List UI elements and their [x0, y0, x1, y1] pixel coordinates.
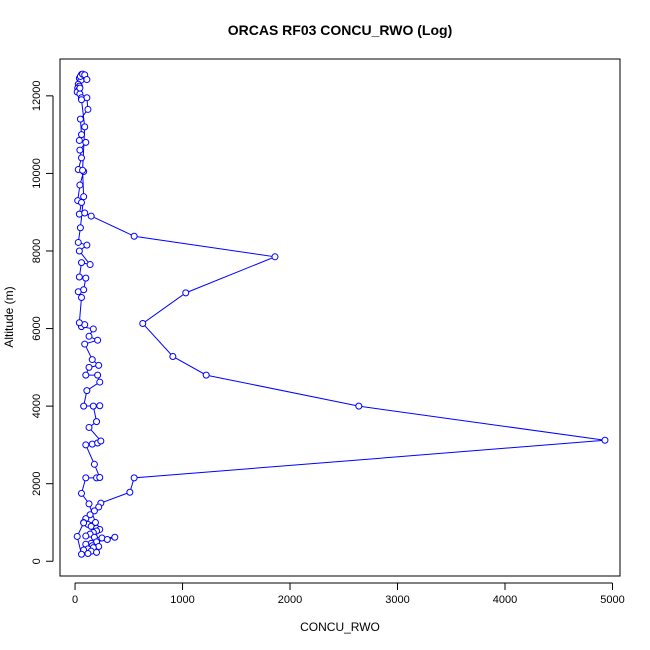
- data-point: [601, 436, 609, 444]
- data-point: [169, 352, 177, 360]
- data-point: [93, 418, 101, 426]
- data-point: [96, 402, 104, 410]
- y-tick-label: 4000: [31, 394, 43, 418]
- data-point: [182, 289, 190, 297]
- data-point: [77, 294, 85, 302]
- data-point: [82, 474, 90, 482]
- data-point: [96, 473, 104, 481]
- data-point: [85, 423, 93, 431]
- data-point: [86, 261, 94, 269]
- data-point: [89, 325, 97, 333]
- data-point: [73, 532, 81, 540]
- data-point: [103, 536, 111, 544]
- data-point: [77, 96, 85, 104]
- data-point: [80, 286, 88, 294]
- y-tick-label: 10000: [31, 158, 43, 189]
- data-point: [80, 193, 88, 201]
- data-point: [91, 518, 99, 526]
- data-point: [81, 340, 89, 348]
- x-tick-label: 2000: [278, 594, 302, 606]
- x-tick-label: 0: [72, 594, 78, 606]
- data-point: [89, 402, 97, 410]
- data-point: [86, 511, 94, 519]
- data-point: [88, 356, 96, 364]
- data-point: [90, 460, 98, 468]
- data-point: [83, 387, 91, 395]
- plot-frame: [59, 58, 621, 577]
- data-point: [75, 273, 83, 281]
- data-point: [87, 212, 95, 220]
- data-point: [81, 123, 89, 131]
- y-axis: 0 2000 4000 6000 8000 10000 12000: [31, 81, 54, 564]
- data-point: [97, 437, 105, 445]
- data-point: [84, 105, 92, 113]
- data-point: [95, 503, 103, 511]
- data-point: [75, 319, 83, 327]
- y-tick-label: 6000: [31, 316, 43, 340]
- data-point: [77, 550, 85, 558]
- data-point: [85, 332, 93, 340]
- x-tick-label: 5000: [600, 594, 624, 606]
- data-point: [130, 232, 138, 240]
- chart-title: ORCAS RF03 CONCU_RWO (Log): [228, 22, 453, 38]
- y-tick-label: 2000: [31, 471, 43, 495]
- data-point: [83, 76, 91, 84]
- y-tick-label: 12000: [31, 81, 43, 112]
- x-tick-label: 4000: [493, 594, 517, 606]
- data-point: [126, 488, 134, 496]
- x-tick-label: 1000: [170, 594, 194, 606]
- data-point: [93, 548, 101, 556]
- data-point: [139, 320, 147, 328]
- data-point: [82, 371, 90, 379]
- data-point: [82, 138, 90, 146]
- data-point: [82, 532, 90, 540]
- data-point: [81, 209, 89, 217]
- data-point: [94, 336, 102, 344]
- data-point: [111, 533, 119, 541]
- y-tick-label: 8000: [31, 239, 43, 263]
- data-point: [75, 247, 83, 255]
- data-point: [84, 550, 92, 558]
- data-point: [76, 115, 84, 123]
- data-point: [95, 361, 103, 369]
- y-axis-label: Altitude (m): [2, 286, 16, 347]
- data-point: [355, 402, 363, 410]
- x-axis: 0 1000 2000 3000 4000 5000: [72, 582, 625, 606]
- data-point: [90, 507, 98, 515]
- x-tick-label: 3000: [385, 594, 409, 606]
- data-point: [77, 259, 85, 267]
- data-point: [74, 238, 82, 246]
- data-point: [94, 371, 102, 379]
- data-point: [85, 500, 93, 508]
- data-point: [130, 474, 138, 482]
- data-point: [76, 84, 84, 92]
- data-point: [83, 241, 91, 249]
- x-axis-label: CONCU_RWO: [300, 620, 380, 634]
- data-point: [77, 199, 85, 207]
- data-point: [77, 489, 85, 497]
- data-point: [80, 519, 88, 527]
- data-point: [76, 224, 84, 232]
- data-point: [75, 136, 83, 144]
- data-point: [202, 371, 210, 379]
- data-point: [80, 402, 88, 410]
- data-point: [77, 154, 85, 162]
- data-point: [82, 441, 90, 449]
- data-point: [85, 363, 93, 371]
- y-tick-label: 0: [31, 558, 43, 564]
- data-point: [77, 131, 85, 139]
- data-point: [76, 146, 84, 154]
- series-points: [73, 70, 609, 558]
- data-point: [79, 166, 87, 174]
- data-point: [96, 378, 104, 386]
- data-point: [76, 181, 84, 189]
- data-point: [82, 274, 90, 282]
- data-point: [271, 253, 279, 261]
